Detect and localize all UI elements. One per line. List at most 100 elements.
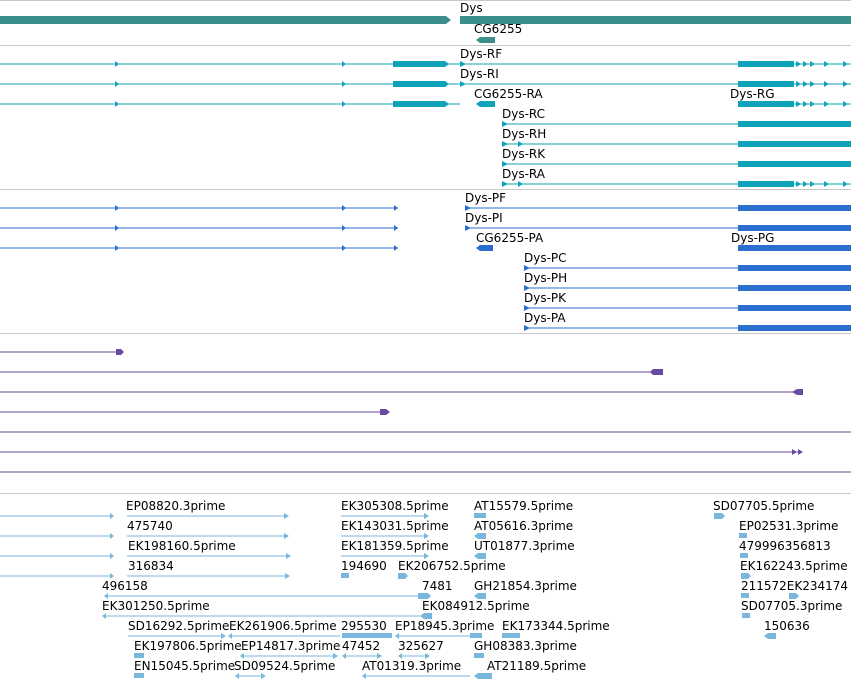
est-feature[interactable] bbox=[0, 533, 114, 539]
est-feature[interactable]: EK301250.5prime bbox=[102, 599, 420, 619]
est-feature[interactable]: AT21189.5prime bbox=[474, 659, 586, 679]
est-feature[interactable]: EP14817.3prime bbox=[240, 639, 340, 659]
transcript-label: Dys-RH bbox=[502, 127, 546, 141]
protein-feature[interactable]: Dys-PK bbox=[524, 291, 851, 311]
gene-feature-cg6255[interactable]: CG6255 bbox=[474, 22, 522, 43]
protein-label: Dys-PC bbox=[524, 251, 567, 265]
transcript-feature[interactable]: Dys-RF bbox=[0, 47, 851, 67]
protein-feature[interactable]: Dys-PC bbox=[524, 251, 851, 271]
gene-feature-dys[interactable]: Dys bbox=[0, 1, 851, 24]
transcript-label: CG6255-RA bbox=[474, 87, 543, 101]
est-label: EK206752.5prime bbox=[398, 559, 506, 573]
evidence-feature[interactable] bbox=[0, 389, 803, 395]
est-label: EP14817.3prime bbox=[241, 639, 340, 653]
est-feature[interactable]: 479996356813 bbox=[739, 539, 831, 558]
est-feature[interactable]: SD09524.5prime bbox=[234, 659, 335, 679]
est-feature[interactable]: 211572EK234174 bbox=[741, 579, 848, 599]
est-label: EN15045.5prime bbox=[134, 659, 235, 673]
est-feature[interactable]: EP02531.3prime bbox=[739, 519, 838, 538]
transcript-feature[interactable]: Dys-RH bbox=[502, 127, 851, 147]
evidence-feature[interactable] bbox=[0, 349, 124, 355]
protein-track: Dys-PF Dys-PI CG6255-PA Dys-PG bbox=[0, 191, 851, 331]
est-feature[interactable]: EK197806.5prime bbox=[134, 639, 242, 658]
est-label: EP18945.3prime bbox=[395, 619, 494, 633]
est-label: EK173344.5prime bbox=[502, 619, 610, 633]
protein-label: Dys-PI bbox=[465, 211, 503, 225]
est-feature[interactable] bbox=[0, 513, 114, 519]
est-feature[interactable]: EK143031.5prime bbox=[341, 519, 449, 539]
est-feature[interactable]: EK206752.5prime bbox=[398, 559, 506, 579]
est-label: SD09524.5prime bbox=[234, 659, 335, 673]
est-label: 475740 bbox=[127, 519, 173, 533]
protein-label: Dys-PH bbox=[524, 271, 567, 285]
est-feature[interactable]: EK162243.5prime bbox=[740, 559, 848, 579]
est-feature[interactable]: SD16292.5prime bbox=[128, 619, 229, 639]
est-label: AT05616.3prime bbox=[474, 519, 573, 533]
est-feature[interactable]: SD07705.5prime bbox=[713, 499, 814, 519]
est-feature[interactable]: EK173344.5prime bbox=[502, 619, 610, 638]
transcript-feature[interactable]: Dys-RK bbox=[502, 147, 851, 167]
evidence-feature[interactable] bbox=[0, 369, 663, 375]
est-feature[interactable]: EK084912.5prime bbox=[420, 599, 530, 619]
est-feature[interactable]: AT05616.3prime bbox=[474, 519, 573, 539]
est-label: EK143031.5prime bbox=[341, 519, 449, 533]
transcript-label: Dys-RI bbox=[460, 67, 499, 81]
est-label: AT21189.5prime bbox=[487, 659, 586, 673]
est-label: AT15579.5prime bbox=[474, 499, 573, 513]
est-feature[interactable]: SD07705.3prime bbox=[741, 599, 842, 618]
est-feature[interactable]: GH08383.3prime bbox=[474, 639, 577, 658]
est-label: EP08820.3prime bbox=[126, 499, 225, 513]
est-feature[interactable]: GH21854.3prime bbox=[474, 579, 577, 599]
est-label: EK162243.5prime bbox=[740, 559, 848, 573]
est-label: 47452 bbox=[342, 639, 380, 653]
est-feature[interactable]: 316834 bbox=[127, 559, 290, 579]
est-label: 316834 bbox=[128, 559, 174, 573]
est-feature[interactable]: EP18945.3prime bbox=[395, 619, 494, 639]
est-label: 150636 bbox=[764, 619, 810, 633]
protein-feature[interactable]: Dys-PI bbox=[0, 211, 851, 231]
est-feature[interactable]: EP08820.3prime bbox=[126, 499, 289, 519]
evidence-track bbox=[0, 349, 851, 473]
transcript-feature[interactable]: Dys-RA bbox=[502, 167, 851, 187]
est-feature[interactable]: AT15579.5prime bbox=[474, 499, 573, 518]
est-label: GH08383.3prime bbox=[474, 639, 577, 653]
est-label: EK198160.5prime bbox=[128, 539, 236, 553]
est-feature[interactable]: 496158 bbox=[102, 579, 420, 599]
est-label: EK181359.5prime bbox=[341, 539, 449, 553]
est-feature[interactable]: 47452 bbox=[342, 639, 382, 659]
est-feature[interactable]: EK198160.5prime bbox=[127, 539, 291, 559]
est-feature[interactable]: EN15045.5prime bbox=[134, 659, 235, 678]
transcript-label: Dys-RC bbox=[502, 107, 545, 121]
protein-feature[interactable]: Dys-PF bbox=[0, 191, 851, 211]
est-label: EK261906.5prime bbox=[229, 619, 337, 633]
est-label: EK084912.5prime bbox=[422, 599, 530, 613]
gene-label: CG6255 bbox=[474, 22, 522, 36]
est-feature[interactable]: 295530 bbox=[341, 619, 392, 638]
est-feature[interactable]: 325627 bbox=[398, 639, 444, 659]
transcript-feature[interactable]: CG6255-RA bbox=[474, 87, 543, 107]
est-feature[interactable]: 194690 bbox=[341, 559, 387, 578]
evidence-feature[interactable] bbox=[0, 409, 390, 415]
est-feature[interactable]: EK305308.5prime bbox=[341, 499, 449, 519]
est-feature[interactable]: EK181359.5prime bbox=[341, 539, 449, 559]
est-track: EP08820.3prime EK305308.5prime AT15579.5… bbox=[0, 499, 848, 679]
protein-feature[interactable]: Dys-PA bbox=[524, 311, 851, 331]
est-feature[interactable]: AT01319.3prime bbox=[362, 659, 470, 679]
transcript-feature[interactable]: Dys-RI bbox=[0, 67, 851, 87]
est-feature[interactable]: 150636 bbox=[764, 619, 810, 639]
est-feature[interactable] bbox=[0, 573, 114, 579]
est-label: 295530 bbox=[341, 619, 387, 633]
est-feature[interactable]: UT01877.3prime bbox=[474, 539, 575, 559]
evidence-feature[interactable] bbox=[0, 449, 803, 455]
protein-feature[interactable]: CG6255-PA Dys-PG bbox=[0, 231, 851, 251]
est-label: 325627 bbox=[398, 639, 444, 653]
est-feature[interactable]: EK261906.5prime bbox=[228, 619, 340, 639]
transcript-feature[interactable] bbox=[0, 101, 851, 107]
protein-feature[interactable]: Dys-PH bbox=[524, 271, 851, 291]
est-label: 211572EK234174 bbox=[741, 579, 848, 593]
transcript-feature[interactable]: Dys-RC bbox=[502, 107, 851, 127]
est-feature[interactable]: 7481 bbox=[418, 579, 453, 599]
est-feature[interactable] bbox=[0, 553, 114, 559]
est-feature[interactable]: 475740 bbox=[127, 519, 289, 539]
